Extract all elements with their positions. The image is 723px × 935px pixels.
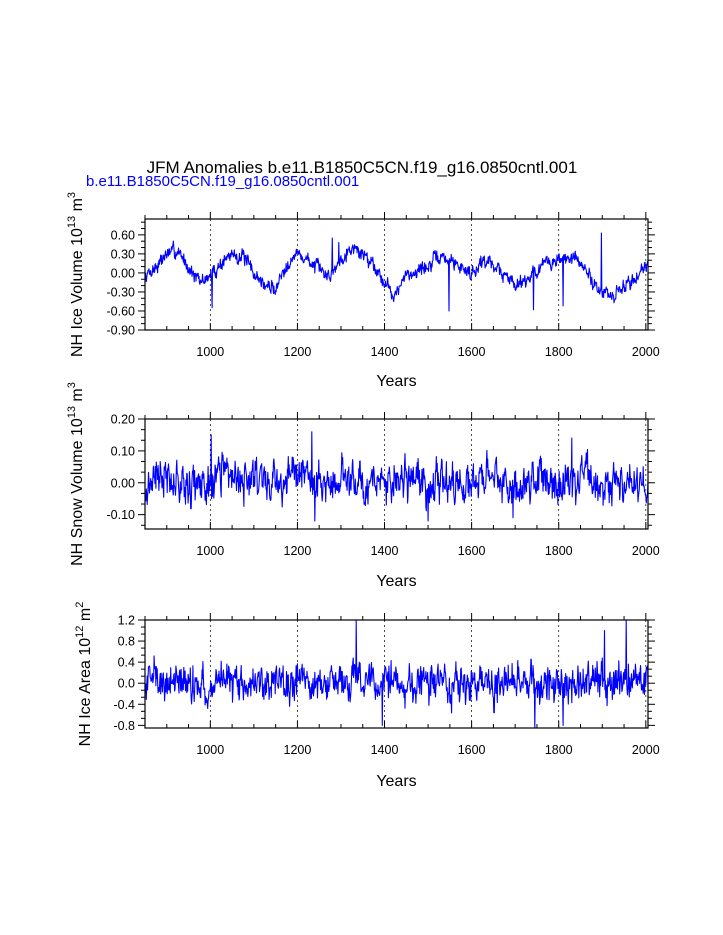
y-label-exponent: 13: [66, 216, 78, 228]
x-tick-label-1800: 1800: [545, 743, 573, 757]
y-tick-label-3: 0.4: [118, 656, 135, 670]
plot-frame: [144, 418, 649, 530]
ice-area-panel: 1000 1200 1400 1600 1800 2000 -0.8 -0.4 0.0 0.4 0.…: [74, 602, 660, 790]
x-tick-label-1000: 1000: [196, 544, 224, 558]
y-label-main: NH Snow Volume 10: [69, 418, 86, 566]
y-label-unit: m: [69, 198, 86, 216]
y-axis-label: NH Ice Area 1012 m2: [74, 602, 94, 747]
x-tick-label-1600: 1600: [458, 743, 486, 757]
y-tick-label-0: -0.10: [107, 508, 136, 522]
y-label-exponent: 12: [74, 626, 86, 638]
y-axis-label: NH Ice Volume 1013 m3: [66, 192, 86, 357]
x-tick-label-1000: 1000: [196, 345, 224, 359]
y-label-exponent: 13: [66, 406, 78, 418]
x-tick-label-1600: 1600: [458, 345, 486, 359]
y-tick-label-1: -0.60: [107, 304, 136, 318]
x-tick-label-1200: 1200: [284, 345, 312, 359]
series-line-nh-ice-volume: [144, 232, 649, 312]
series-line-nh-ice-area: [144, 619, 649, 729]
y-label-main: NH Ice Area 10: [77, 638, 94, 747]
x-tick-label-1600: 1600: [458, 544, 486, 558]
y-label-unit-exponent: 3: [66, 192, 78, 198]
y-tick-label-0: -0.8: [113, 719, 135, 733]
series-line-nh-snow-volume: [144, 431, 649, 522]
y-tick-label-5: 1.2: [118, 614, 135, 628]
x-tick-label-1800: 1800: [545, 544, 573, 558]
y-tick-label-2: 0.0: [118, 677, 135, 691]
x-tick-label-1800: 1800: [545, 345, 573, 359]
y-tick-label-0: -0.90: [107, 324, 136, 338]
y-tick-label-2: -0.30: [107, 285, 136, 299]
y-label-main: NH Ice Volume 10: [69, 228, 86, 357]
x-tick-label-2000: 2000: [632, 743, 660, 757]
y-tick-label-4: 0.8: [118, 635, 135, 649]
x-axis-label: Years: [376, 773, 416, 790]
y-tick-label-4: 0.30: [111, 247, 135, 261]
y-tick-label-1: -0.4: [113, 698, 135, 712]
plot-frame: [144, 619, 649, 729]
x-tick-label-1200: 1200: [284, 743, 312, 757]
x-tick-label-2000: 2000: [632, 544, 660, 558]
x-tick-label-1000: 1000: [196, 743, 224, 757]
x-axis-label: Years: [376, 573, 416, 590]
y-tick-label-2: 0.10: [111, 444, 135, 458]
y-axis-label: NH Snow Volume 1013 m3: [66, 382, 86, 566]
y-tick-label-1: 0.00: [111, 476, 135, 490]
x-tick-label-1200: 1200: [284, 544, 312, 558]
y-label-unit-exponent: 3: [66, 382, 78, 388]
figure-title: JFM Anomalies b.e11.B1850C5CN.f19_g16.08…: [147, 158, 578, 177]
y-label-unit-exponent: 2: [74, 602, 86, 608]
x-tick-label-1400: 1400: [371, 743, 399, 757]
x-tick-label-1400: 1400: [371, 345, 399, 359]
y-label-unit: m: [69, 388, 86, 406]
x-tick-label-2000: 2000: [632, 345, 660, 359]
x-tick-label-1400: 1400: [371, 544, 399, 558]
y-tick-label-5: 0.60: [111, 228, 135, 242]
y-tick-label-3: 0.00: [111, 266, 135, 280]
y-tick-label-3: 0.20: [111, 413, 135, 427]
ice-volume-panel: 1000 1200 1400 1600 1800 2000 -0.90 -0.60 -0.30 0…: [66, 192, 660, 390]
y-label-unit: m: [77, 608, 94, 626]
figure-subtitle: b.e11.B1850C5CN.f19_g16.0850cntl.001: [86, 173, 359, 190]
x-axis-label: Years: [376, 373, 416, 390]
snow-volume-panel: 1000 1200 1400 1600 1800 2000 -0.10 0.00 0.10 0.2…: [66, 382, 660, 590]
plot-frame: [144, 218, 649, 331]
